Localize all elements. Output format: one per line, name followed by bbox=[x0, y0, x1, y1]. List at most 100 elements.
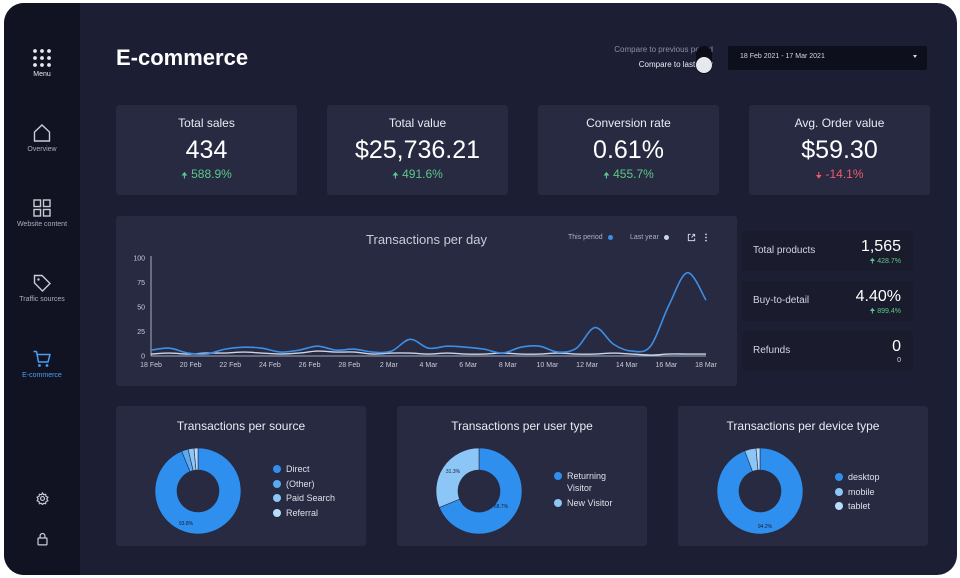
legend-label: Referral bbox=[286, 507, 319, 518]
donut-slice[interactable] bbox=[435, 447, 480, 508]
sidebar-item-traffic-sources[interactable]: Traffic sources bbox=[4, 273, 80, 303]
legend-dot bbox=[273, 494, 281, 502]
sidebar-item-label: Menu bbox=[33, 71, 51, 78]
transactions-per-device-type-card: Transactions per device type 94.2% deskt… bbox=[678, 406, 928, 546]
series-line-this-period bbox=[150, 271, 707, 356]
donut-legend: desktop mobile tablet bbox=[835, 470, 880, 514]
donut-hole bbox=[739, 470, 781, 512]
legend-this-period[interactable]: This period bbox=[568, 234, 613, 241]
transactions-per-day-card: Transactions per day This period Last ye… bbox=[116, 216, 737, 386]
legend-item[interactable]: Returning Visitor bbox=[554, 469, 627, 494]
sidebar-item-e-commerce[interactable]: E-commerce bbox=[4, 349, 80, 379]
donut-chart-source: 93.8% bbox=[154, 447, 242, 535]
arrow-up-icon: 🠉 bbox=[869, 308, 876, 315]
legend-item[interactable]: desktop bbox=[835, 470, 880, 485]
kpi-title: Total sales bbox=[178, 116, 235, 130]
legend-label: Direct bbox=[286, 464, 310, 474]
line-chart: 0 25 50 75 100 18 Feb 20 Feb 22 Feb 24 Feb 26 Feb… bbox=[133, 256, 717, 370]
squares-icon bbox=[33, 199, 51, 217]
chart-title: Transactions per source bbox=[176, 419, 306, 433]
legend-item[interactable]: mobile bbox=[835, 485, 880, 500]
kpi-change: 🠉 491.6% bbox=[327, 167, 508, 184]
legend-dot bbox=[554, 499, 562, 507]
chart-title: Transactions per day bbox=[366, 232, 487, 247]
metric-label: Buy-to-detail bbox=[753, 295, 810, 306]
kpi-change-value: 491.6% bbox=[402, 167, 443, 181]
legend-dot bbox=[663, 234, 669, 240]
lock-icon[interactable] bbox=[37, 532, 48, 546]
legend-dot bbox=[273, 479, 281, 488]
metric-value: 1,565 bbox=[860, 238, 901, 255]
compare-last-year-label[interactable]: Compare to last year bbox=[638, 60, 713, 69]
compare-toggle[interactable] bbox=[696, 46, 712, 74]
legend-label: Paid Search bbox=[286, 493, 336, 503]
more-vertical-icon[interactable] bbox=[704, 233, 708, 242]
metric-refunds: Refunds 0 0 bbox=[742, 331, 913, 371]
donut-legend: Returning Visitor New Visitor bbox=[554, 469, 627, 511]
donut-slice[interactable] bbox=[438, 447, 523, 535]
x-tick-label: 18 Feb bbox=[140, 362, 162, 369]
arrow-up-icon: 🠉 bbox=[869, 258, 876, 265]
legend-last-year[interactable]: Last year bbox=[630, 234, 669, 241]
donut-hole bbox=[177, 470, 219, 512]
legend-item[interactable]: Referral bbox=[273, 506, 335, 521]
x-tick-label: 16 Mar bbox=[655, 362, 677, 369]
compare-previous-period-label[interactable]: Compare to previous period bbox=[614, 45, 713, 54]
legend-label: Returning Visitor bbox=[567, 471, 607, 493]
cart-icon bbox=[33, 350, 51, 367]
donut-slice[interactable] bbox=[193, 447, 199, 471]
home-icon bbox=[33, 124, 51, 142]
x-tick-label: 24 Feb bbox=[259, 362, 281, 369]
kpi-card-total-sales: Total sales 434 🠉 588.9% bbox=[116, 105, 297, 195]
metric-change-value: 0 bbox=[897, 357, 901, 364]
metric-label: Total products bbox=[753, 245, 816, 256]
y-tick-label: 75 bbox=[137, 280, 145, 287]
x-tick-label: 18 Mar bbox=[695, 362, 717, 369]
sidebar-item-label: Overview bbox=[27, 146, 57, 153]
arrow-up-icon: 🠉 bbox=[392, 171, 399, 180]
legend-label: Last year bbox=[630, 234, 659, 241]
arrow-up-icon: 🠉 bbox=[603, 171, 610, 180]
donut-data-label: 68.7% bbox=[494, 504, 509, 510]
legend-item[interactable]: Paid Search bbox=[273, 491, 335, 506]
kpi-value: 434 bbox=[185, 136, 228, 164]
legend-item[interactable]: tablet bbox=[835, 499, 880, 514]
x-tick-label: 10 Mar bbox=[537, 362, 559, 369]
sidebar-item-menu[interactable]: Menu bbox=[4, 48, 80, 78]
sidebar-item-overview[interactable]: Overview bbox=[4, 123, 80, 153]
kpi-change-value: 588.9% bbox=[191, 167, 232, 181]
main-content: E-commerce Compare to previous period Co… bbox=[80, 3, 957, 575]
donut-chart-user-type: 68.7% 31.3% bbox=[435, 447, 523, 535]
metric-change-value: 899.4% bbox=[877, 308, 901, 315]
sidebar-item-label: Traffic sources bbox=[19, 296, 65, 303]
legend-dot bbox=[273, 465, 281, 473]
gear-icon[interactable] bbox=[36, 492, 49, 505]
donut-slice[interactable] bbox=[716, 447, 804, 535]
donut-slice[interactable] bbox=[755, 447, 761, 471]
sidebar-item-website-content[interactable]: Website content bbox=[4, 198, 80, 228]
legend-item[interactable]: (Other) bbox=[273, 477, 335, 492]
metric-value: 4.40% bbox=[855, 288, 901, 305]
donut-slice[interactable] bbox=[154, 447, 242, 535]
legend-label: desktop bbox=[848, 472, 880, 482]
x-tick-label: 14 Mar bbox=[616, 362, 638, 369]
x-tick-label: 6 Mar bbox=[459, 362, 478, 369]
legend-label: New Visitor bbox=[567, 498, 613, 508]
metric-buy-to-detail: Buy-to-detail 4.40% 🠉 899.4% bbox=[742, 281, 913, 321]
legend-dot bbox=[554, 472, 562, 480]
metric-value: 0 bbox=[892, 338, 901, 355]
legend-dot bbox=[835, 502, 843, 510]
kpi-change-value: 455.7% bbox=[613, 167, 654, 181]
donut-data-label: 93.8% bbox=[179, 521, 194, 527]
legend-item[interactable]: Direct bbox=[273, 462, 335, 477]
kpi-title: Conversion rate bbox=[586, 116, 671, 130]
export-icon[interactable] bbox=[687, 233, 696, 242]
series-line-last-year bbox=[150, 350, 706, 356]
legend-item[interactable]: New Visitor bbox=[554, 496, 627, 511]
caret-down-icon bbox=[913, 55, 917, 58]
sidebar-item-label: Website content bbox=[16, 221, 68, 228]
date-range-picker[interactable]: 18 Feb 2021 - 17 Mar 2021 bbox=[728, 46, 927, 70]
tag-icon bbox=[33, 274, 51, 292]
chart-title: Transactions per device type bbox=[726, 419, 880, 433]
kpi-card-total-value: Total value $25,736.21 🠉 491.6% bbox=[327, 105, 508, 195]
